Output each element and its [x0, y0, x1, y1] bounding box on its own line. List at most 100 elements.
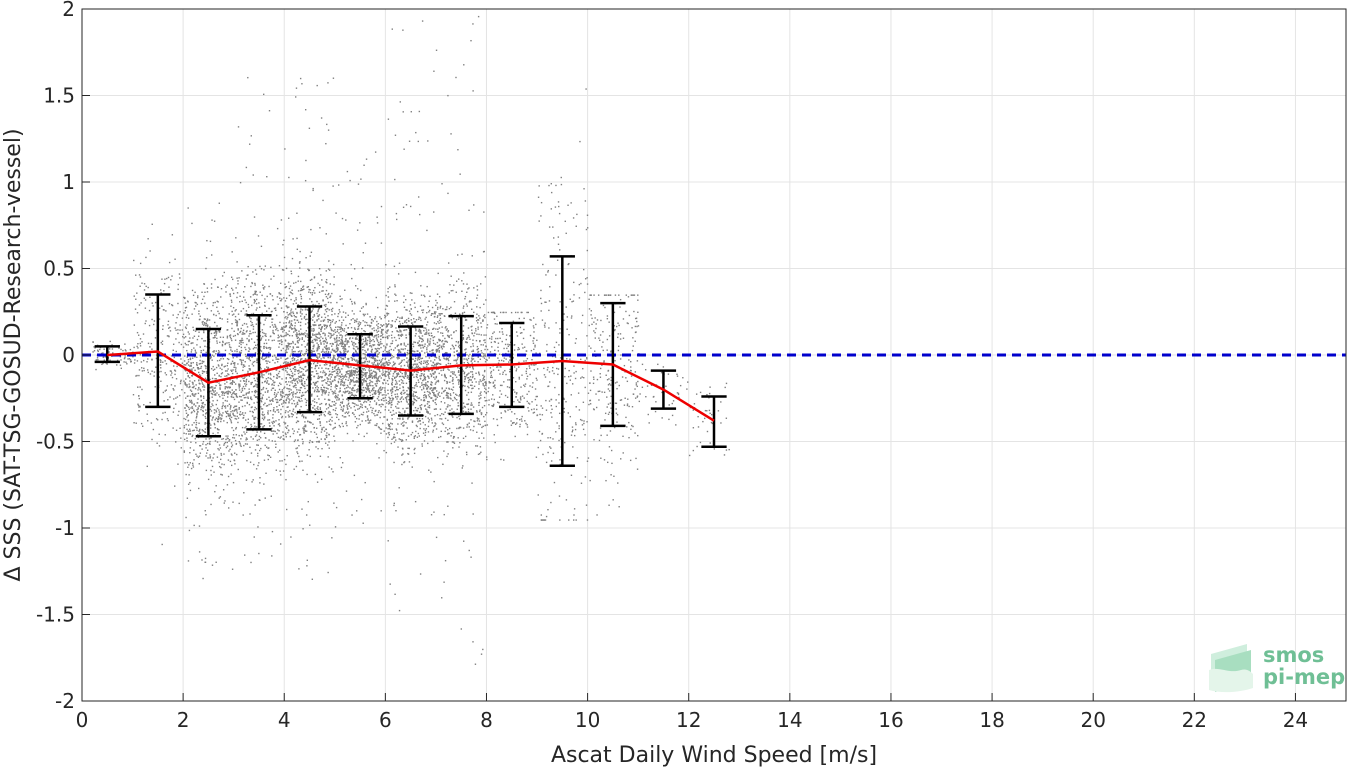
scatter-point — [221, 363, 223, 366]
scatter-point — [162, 325, 164, 327]
scatter-point — [171, 275, 173, 277]
scatter-point — [294, 366, 297, 368]
scatter-point — [379, 375, 381, 377]
scatter-point — [363, 377, 365, 380]
scatter-point — [356, 510, 358, 512]
scatter-point — [189, 430, 192, 432]
scatter-point — [380, 432, 382, 434]
scatter-point — [424, 318, 426, 320]
scatter-point — [276, 406, 278, 408]
scatter-point — [316, 395, 319, 397]
scatter-point — [189, 452, 191, 454]
scatter-point — [240, 399, 242, 401]
scatter-point — [327, 456, 329, 458]
scatter-point — [357, 424, 359, 427]
scatter-point — [351, 379, 353, 381]
scatter-point — [310, 341, 313, 343]
scatter-point — [185, 423, 187, 426]
scatter-point — [271, 555, 273, 557]
scatter-point — [231, 301, 233, 303]
scatter-point — [205, 438, 207, 440]
scatter-point — [356, 389, 358, 391]
scatter-point — [175, 329, 177, 331]
scatter-point — [422, 386, 425, 388]
scatter-point — [434, 387, 437, 389]
scatter-point — [335, 396, 338, 398]
scatter-point — [265, 360, 267, 362]
scatter-point — [296, 413, 298, 415]
scatter-point — [202, 407, 204, 409]
scatter-point — [246, 443, 249, 445]
scatter-point — [216, 306, 218, 309]
scatter-point — [203, 371, 206, 373]
scatter-point — [179, 324, 181, 326]
scatter-point — [201, 402, 203, 404]
scatter-point — [400, 393, 403, 395]
scatter-point — [380, 377, 382, 379]
scatter-point — [198, 313, 200, 315]
scatter-point — [379, 326, 381, 329]
scatter-point — [275, 398, 277, 401]
scatter-point — [299, 412, 301, 415]
scatter-point — [354, 403, 356, 405]
scatter-point — [296, 248, 299, 251]
scatter-point — [217, 428, 219, 431]
scatter-point — [164, 360, 166, 362]
scatter-point — [375, 359, 377, 361]
scatter-point — [264, 416, 266, 418]
scatter-point — [345, 365, 347, 367]
scatter-point — [271, 324, 274, 326]
scatter-point — [230, 420, 232, 422]
scatter-point — [236, 292, 239, 294]
scatter-point — [424, 429, 427, 432]
scatter-point — [198, 371, 200, 374]
scatter-point — [372, 385, 374, 387]
scatter-point — [412, 393, 414, 395]
scatter-point — [354, 421, 357, 423]
scatter-point — [355, 338, 357, 340]
scatter-point — [339, 426, 342, 428]
scatter-point — [300, 358, 302, 360]
scatter-point — [370, 344, 372, 347]
scatter-point — [160, 360, 162, 362]
scatter-point — [217, 310, 219, 313]
scatter-point — [358, 400, 360, 402]
scatter-point — [324, 305, 327, 308]
scatter-point — [311, 278, 313, 281]
scatter-point — [275, 443, 277, 445]
scatter-point — [314, 384, 316, 386]
scatter-point — [328, 292, 330, 295]
scatter-point — [371, 362, 373, 364]
scatter-point — [188, 430, 190, 432]
scatter-point — [199, 359, 201, 362]
scatter-point — [344, 352, 347, 355]
scatter-point — [205, 514, 207, 516]
scatter-point — [235, 321, 238, 324]
scatter-point — [216, 399, 219, 402]
scatter-point — [192, 466, 195, 468]
scatter-point — [430, 374, 433, 376]
scatter-point — [289, 388, 291, 390]
scatter-point — [290, 370, 293, 373]
scatter-point — [294, 370, 296, 373]
scatter-point — [396, 311, 398, 313]
scatter-point — [193, 385, 195, 388]
scatter-point — [193, 403, 195, 405]
scatter-point — [329, 324, 332, 326]
scatter-point — [197, 407, 199, 409]
scatter-point — [353, 268, 356, 270]
scatter-point — [350, 300, 353, 303]
scatter-point — [252, 361, 255, 363]
scatter-point — [284, 317, 286, 319]
scatter-point — [340, 466, 343, 469]
scatter-point — [302, 333, 304, 335]
scatter-point — [352, 381, 355, 383]
scatter-point — [189, 368, 191, 371]
scatter-point — [293, 318, 296, 321]
scatter-point — [366, 363, 368, 366]
scatter-point — [355, 417, 358, 420]
scatter-point — [211, 417, 214, 419]
scatter-point — [235, 396, 238, 398]
scatter-point — [366, 408, 369, 410]
scatter-point — [203, 340, 205, 342]
